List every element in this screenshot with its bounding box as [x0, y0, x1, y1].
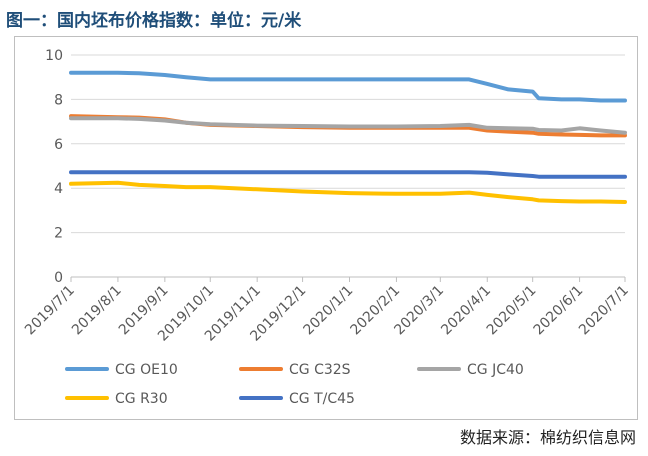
line-chart: 0 2 4 6 8 10 2019/7/12019/8/12019/9/12019/10/…	[22, 48, 632, 407]
legend-label: CG R30	[115, 391, 168, 407]
x-tick-label: 2020/7/1	[576, 283, 632, 339]
y-tick-label: 6	[54, 137, 63, 153]
series-line-cg-r30	[69, 180, 627, 204]
legend: CG OE10 CG C32S CG JC40 CG R30 CG T/C45	[65, 362, 524, 407]
y-axis-ticks: 0 2 4 6 8 10	[45, 48, 63, 286]
y-tick-label: 4	[54, 181, 63, 197]
y-tick-label: 10	[45, 48, 63, 64]
legend-label: CG JC40	[467, 362, 524, 378]
legend-label: CG T/C45	[289, 391, 355, 407]
series-line-cg-oe10	[69, 70, 627, 103]
y-tick-label: 0	[54, 270, 63, 286]
series-line-cg-t-c45	[69, 170, 627, 179]
data-source: 数据来源：棉纺织信息网	[459, 428, 636, 447]
gridlines	[71, 54, 625, 234]
x-axis-ticks: 2019/7/12019/8/12019/9/12019/10/12019/11…	[22, 277, 632, 345]
y-tick-label: 2	[54, 226, 63, 242]
series-lines	[69, 70, 627, 204]
x-tick-label: 2019/8/1	[69, 283, 125, 339]
legend-label: CG OE10	[115, 362, 178, 378]
x-tick-label: 2019/7/1	[22, 283, 78, 339]
chart-frame: 0 2 4 6 8 10 2019/7/1 2019/8/1 2019/9/1 2019/10/…	[14, 36, 638, 420]
chart-title: 图一：国内坯布价格指数：单位：元/米	[6, 11, 302, 31]
y-tick-label: 8	[54, 92, 63, 108]
legend-label: CG C32S	[289, 362, 351, 378]
series-line-cg-jc40	[69, 116, 627, 135]
x-tick-label: 2020/5/1	[484, 283, 540, 339]
x-tick-label: 2020/1/1	[301, 283, 357, 339]
